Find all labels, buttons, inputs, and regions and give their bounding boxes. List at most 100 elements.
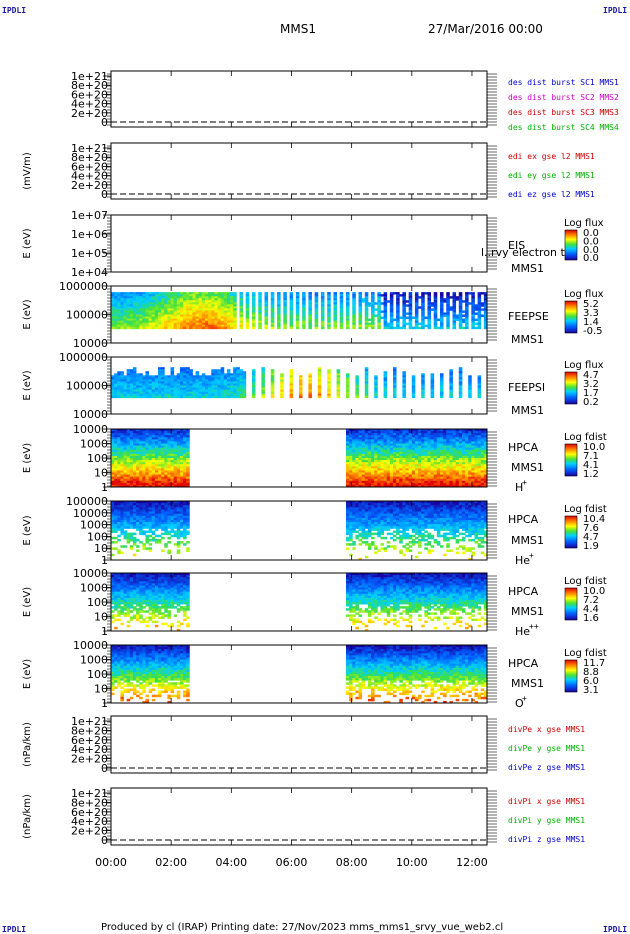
spectrogram-cell	[145, 501, 149, 504]
spectrogram-cell	[214, 393, 218, 397]
spectrogram-cell	[468, 383, 472, 386]
spectrogram-cell	[374, 433, 378, 436]
spectrogram-cell	[371, 474, 375, 478]
spectrogram-cell	[195, 381, 200, 384]
spectrogram-cell	[405, 445, 410, 449]
spectrogram-cell	[136, 294, 140, 297]
spectrogram-cell	[289, 375, 294, 378]
spectrogram-cell	[364, 379, 369, 382]
spectrogram-cell	[139, 519, 143, 523]
spectrogram-cell	[367, 468, 372, 471]
spectrogram-cell	[139, 324, 143, 328]
spectrogram-cell	[164, 472, 168, 475]
spectrogram-cell	[295, 310, 300, 313]
spectrogram-cell	[167, 377, 171, 380]
spectrogram-cell	[408, 455, 413, 459]
colorbar-label: 3.3	[583, 308, 599, 319]
legend-entry: des dist burst SC4 MMS4	[508, 123, 619, 132]
spectrogram-cell	[173, 472, 178, 475]
spectrogram-cell	[189, 304, 193, 307]
spectrogram-cell	[477, 324, 482, 328]
spectrogram-cell	[474, 445, 478, 449]
spectrogram-cell	[449, 437, 453, 440]
spectrogram-cell	[455, 437, 460, 440]
spectrogram-cell	[452, 296, 457, 299]
spectrogram-cell	[111, 316, 115, 319]
spectrogram-cell	[277, 294, 281, 297]
spectrogram-cell	[414, 318, 419, 322]
spectrogram-cell	[402, 318, 406, 322]
spectrogram-cell	[145, 373, 149, 376]
spectrogram-cell	[161, 298, 165, 301]
spectrogram-cell	[308, 381, 312, 384]
spectrogram-cell	[132, 439, 137, 442]
spectrogram-cell	[117, 391, 121, 395]
spectrogram-cell	[374, 395, 378, 399]
spectrogram-cell	[223, 302, 228, 305]
spectrogram-cell	[458, 482, 463, 486]
spectrogram-cell	[158, 296, 162, 299]
spectrogram-cell	[349, 464, 353, 467]
spectrogram-cell	[170, 308, 175, 311]
spectrogram-cell	[433, 472, 438, 475]
spectrogram-cell	[339, 322, 344, 326]
spectrogram-cell	[358, 447, 363, 451]
spectrogram-cell	[433, 431, 438, 434]
spectrogram-cell	[430, 478, 435, 482]
spectrogram-cell	[480, 470, 485, 473]
spectrogram-cell	[223, 298, 228, 301]
spectrogram-cell	[158, 474, 162, 478]
spectrogram-cell	[427, 429, 431, 432]
spectrogram-cell	[421, 377, 425, 380]
spectrogram-cell	[176, 310, 181, 313]
spectrogram-cell	[179, 464, 184, 467]
spectrogram-cell	[161, 458, 165, 461]
spectrogram-cell	[349, 460, 353, 463]
spectrogram-cell	[346, 439, 350, 442]
spectrogram-cell	[364, 387, 369, 390]
spectrogram-cell	[477, 478, 482, 482]
spectrogram-cell	[120, 294, 124, 297]
spectrogram-cell	[461, 449, 466, 453]
spectrogram-cell	[449, 391, 453, 395]
spectrogram-cell	[393, 371, 397, 374]
spectrogram-cell	[452, 443, 457, 446]
spectrogram-cell	[161, 445, 165, 449]
spectrogram-cell	[186, 320, 190, 324]
spectrogram-cell	[201, 312, 206, 315]
spectrogram-cell	[483, 439, 488, 442]
spectrogram-cell	[230, 373, 234, 376]
spectrogram-cell	[465, 462, 469, 465]
spectrogram-cell	[126, 451, 131, 455]
spectrogram-cell	[261, 389, 265, 393]
spectrogram-cell	[393, 449, 397, 453]
spectrogram-cell	[158, 304, 162, 307]
spectrogram-cell	[327, 324, 331, 328]
spectrogram-cell	[239, 314, 243, 317]
spectrogram-cell	[161, 373, 165, 376]
spectrogram-cell	[173, 439, 178, 442]
spectrogram-cell	[120, 441, 124, 444]
spectrogram-cell	[408, 484, 413, 488]
spectrogram-cell	[158, 447, 162, 451]
spectrogram-cell	[452, 474, 457, 478]
spectrogram-cell	[129, 308, 134, 311]
spectrogram-cell	[123, 306, 128, 309]
spectrogram-cell	[458, 464, 463, 467]
spectrogram-cell	[139, 513, 143, 517]
colorbar	[564, 300, 578, 334]
spectrogram-cell	[161, 381, 165, 384]
spectrogram-cell	[483, 468, 488, 471]
spectrogram-cell	[402, 312, 406, 315]
spectrogram-cell	[468, 470, 472, 473]
spectrogram-cell	[355, 439, 359, 442]
spectrogram-cell	[198, 314, 203, 317]
spectrogram-cell	[399, 458, 403, 461]
spectrogram-cell	[449, 431, 453, 434]
spectrogram-cell	[126, 373, 131, 376]
spectrogram-cell	[132, 553, 137, 557]
spectrogram-cell	[405, 476, 410, 480]
spectrogram-cell	[383, 482, 388, 486]
spectrogram-cell	[179, 455, 184, 459]
spectrogram-cell	[405, 484, 410, 488]
